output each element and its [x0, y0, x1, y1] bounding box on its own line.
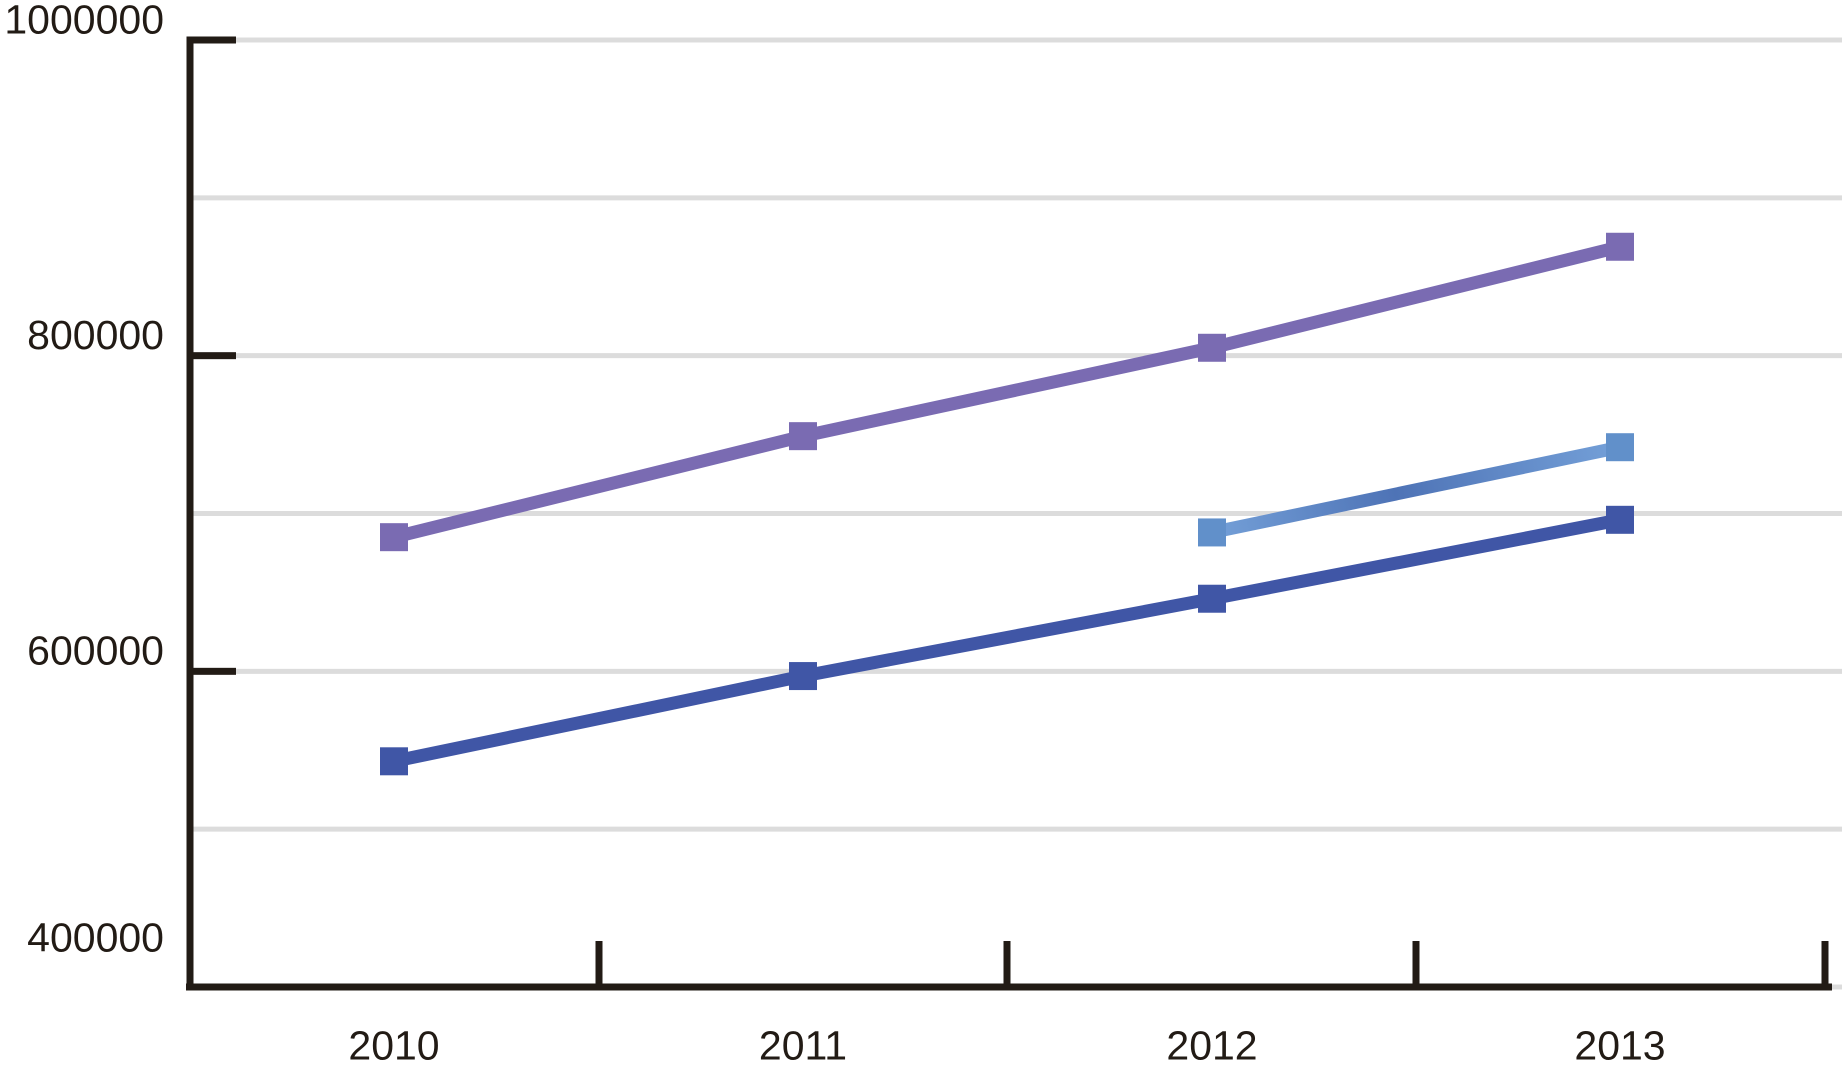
y-axis-tick: [190, 352, 236, 360]
data-point-marker: [1606, 232, 1634, 261]
x-axis-tick: [595, 941, 603, 987]
series-line-2: [1210, 440, 1622, 539]
data-point-marker: [380, 747, 408, 776]
data-point-marker: [380, 523, 408, 552]
data-point-marker: [789, 422, 817, 451]
series-line-3: [392, 513, 1622, 768]
series-line-1: [392, 240, 1622, 544]
data-point-marker: [1606, 505, 1634, 534]
y-axis-tick-label: 400000: [27, 914, 164, 960]
y-axis-tick-label: 800000: [27, 312, 164, 358]
data-point-marker: [789, 662, 817, 691]
x-axis-tick: [1003, 941, 1011, 987]
data-point-marker: [1198, 518, 1226, 547]
x-axis-tick-label: 2013: [1574, 1022, 1665, 1068]
y-axis-tick: [190, 667, 236, 675]
x-axis-tick-label: 2012: [1166, 1022, 1257, 1068]
data-point-marker: [1198, 333, 1226, 362]
y-axis-tick-label: 1000000: [4, 0, 164, 42]
y-axis-tick-label: 600000: [27, 628, 164, 674]
x-axis-tick-label: 2010: [348, 1022, 439, 1068]
x-axis-tick: [1412, 941, 1420, 987]
x-axis-tick-label: 2011: [759, 1022, 847, 1068]
y-axis-line: [186, 36, 194, 991]
data-point-marker: [1198, 584, 1226, 613]
data-point-marker: [1606, 433, 1634, 462]
x-axis-tick: [1821, 941, 1829, 987]
y-axis-tick: [190, 36, 236, 44]
